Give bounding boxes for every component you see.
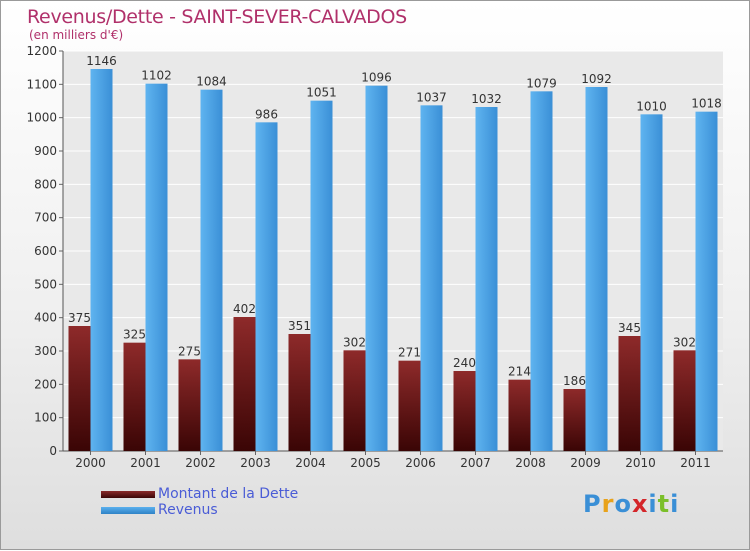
x-tick-label: 2003 [240, 456, 271, 470]
x-tick-label: 2006 [405, 456, 436, 470]
bar-dette [288, 334, 311, 451]
data-label-dette: 240 [453, 356, 476, 370]
legend-label-revenus: Revenus [158, 502, 218, 518]
x-tick-label: 2007 [460, 456, 491, 470]
y-tick-label: 300 [34, 344, 57, 358]
legend-swatch-dette [101, 490, 155, 498]
chart-legend: Montant de la Dette Revenus [101, 486, 298, 518]
x-tick-label: 2005 [350, 456, 381, 470]
data-label-revenus: 1032 [471, 92, 502, 106]
bar-dette [178, 359, 201, 451]
logo-letter: i [670, 490, 680, 518]
x-tick-label: 2002 [185, 456, 216, 470]
bar-revenus [640, 114, 663, 451]
x-tick-label: 2000 [75, 456, 106, 470]
x-tick-label: 2008 [515, 456, 546, 470]
y-tick-label: 1000 [26, 111, 57, 125]
y-tick-label: 500 [34, 277, 57, 291]
bar-revenus [200, 89, 223, 452]
legend-item-dette: Montant de la Dette [101, 486, 298, 502]
data-label-dette: 271 [398, 346, 421, 360]
bar-revenus [585, 87, 608, 451]
legend-item-revenus: Revenus [101, 502, 298, 518]
bar-dette [343, 350, 366, 451]
data-label-revenus: 1079 [526, 76, 557, 90]
bar-revenus [365, 85, 388, 452]
logo-letter: r [601, 490, 615, 518]
y-tick-label: 700 [34, 211, 57, 225]
data-label-revenus: 1092 [581, 72, 612, 86]
data-label-revenus: 1146 [86, 54, 117, 68]
bar-dette [123, 342, 146, 451]
data-label-revenus: 1051 [306, 86, 337, 100]
bar-dette [618, 336, 641, 451]
chart-title: Revenus/Dette - SAINT-SEVER-CALVADOS [27, 6, 407, 28]
bar-revenus [475, 107, 498, 451]
logo-letter: x [631, 490, 649, 518]
data-label-dette: 402 [233, 302, 256, 316]
logo-letter: t [657, 490, 671, 518]
data-label-revenus: 1037 [416, 90, 447, 104]
y-tick-label: 100 [34, 411, 57, 425]
bar-dette [233, 317, 256, 451]
y-tick-label: 0 [49, 444, 57, 458]
bar-revenus [530, 91, 553, 451]
y-tick-label: 1100 [26, 77, 57, 91]
y-tick-label: 900 [34, 144, 57, 158]
data-label-dette: 302 [343, 335, 366, 349]
data-label-dette: 302 [673, 335, 696, 349]
x-tick-label: 2009 [570, 456, 601, 470]
x-tick-label: 2004 [295, 456, 326, 470]
chart-subtitle: (en milliers d'€) [29, 28, 124, 42]
legend-label-dette: Montant de la Dette [158, 486, 299, 502]
bar-revenus [255, 122, 278, 451]
x-tick-label: 2010 [625, 456, 656, 470]
y-tick-label: 800 [34, 177, 57, 191]
data-label-dette: 186 [563, 374, 586, 388]
bar-dette [453, 371, 476, 451]
y-tick-label: 600 [34, 244, 57, 258]
data-label-revenus: 1084 [196, 75, 227, 89]
bar-revenus [90, 69, 113, 451]
data-label-revenus: 986 [255, 107, 278, 121]
bar-dette [68, 326, 91, 451]
bar-dette [398, 360, 421, 451]
y-tick-label: 1200 [26, 44, 57, 58]
bar-dette [673, 350, 696, 451]
bar-revenus [420, 105, 443, 451]
bar-dette [508, 379, 531, 451]
data-label-dette: 275 [178, 344, 201, 358]
logo-letter: i [648, 490, 658, 518]
data-label-dette: 325 [123, 328, 146, 342]
bar-revenus [695, 111, 718, 452]
data-label-dette: 375 [68, 311, 91, 325]
data-label-revenus: 1102 [141, 69, 172, 83]
y-tick-label: 200 [34, 377, 57, 391]
y-tick-label: 400 [34, 311, 57, 325]
logo-letter: P [583, 490, 602, 518]
bar-revenus [145, 83, 168, 452]
data-label-revenus: 1096 [361, 71, 392, 85]
proxiti-logo: Proxiti [583, 490, 679, 518]
data-label-revenus: 1018 [691, 97, 722, 111]
data-label-dette: 214 [508, 365, 531, 379]
x-tick-label: 2001 [130, 456, 161, 470]
x-tick-label: 2011 [680, 456, 711, 470]
data-label-revenus: 1010 [636, 99, 667, 113]
data-label-dette: 351 [288, 319, 311, 333]
logo-letter: o [614, 490, 632, 518]
bar-dette [563, 389, 586, 451]
data-label-dette: 345 [618, 321, 641, 335]
bar-revenus [310, 100, 333, 452]
legend-swatch-revenus [101, 506, 155, 514]
